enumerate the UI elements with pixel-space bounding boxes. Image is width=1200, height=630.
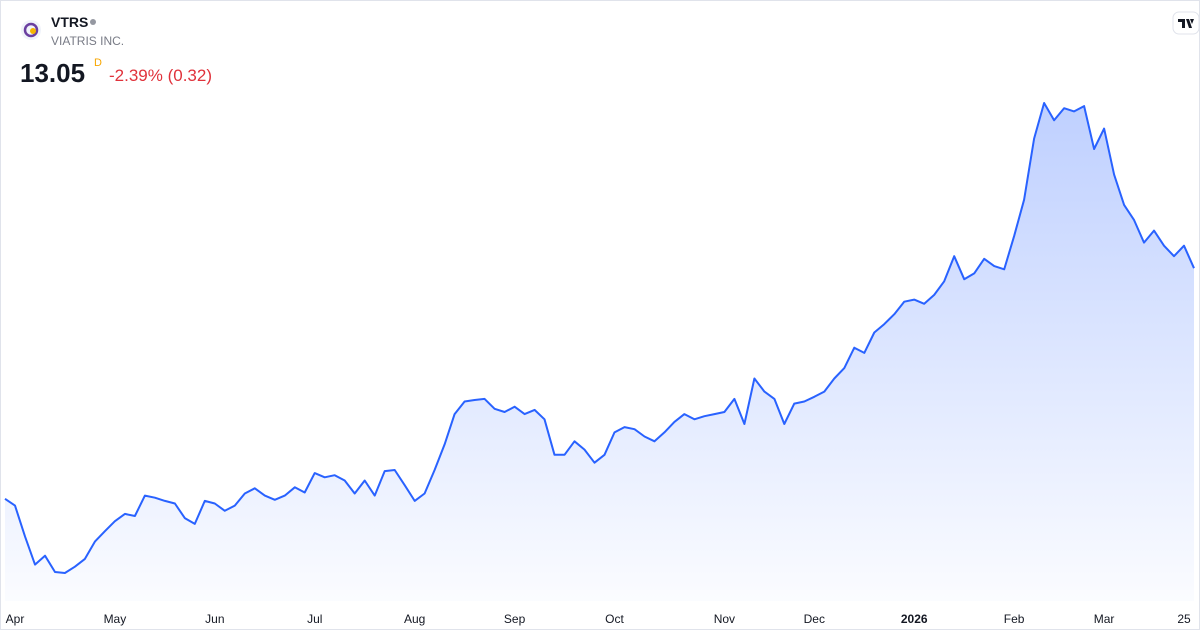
x-tick-label: Sep <box>504 612 526 626</box>
x-tick-label: Apr <box>6 612 25 626</box>
x-tick-label: Jul <box>307 612 322 626</box>
price-line <box>4 102 1195 574</box>
price: 13.05 <box>20 58 85 88</box>
x-tick-label: Dec <box>804 612 825 626</box>
area-fill <box>5 103 1194 601</box>
x-tick-label: 2026 <box>901 612 928 626</box>
status-dot <box>90 19 96 25</box>
interval: D <box>94 57 102 69</box>
symbol: VTRS <box>51 14 88 30</box>
change: -2.39% (0.32) <box>109 66 212 85</box>
x-tick-label: Jun <box>205 612 224 626</box>
tv-logo[interactable] <box>1172 11 1199 35</box>
x-tick-label: May <box>104 612 127 626</box>
x-tick-label: Feb <box>1004 612 1025 626</box>
x-tick-label: 25 <box>1177 612 1191 626</box>
x-tick-label: Aug <box>404 612 425 626</box>
logo <box>21 20 41 40</box>
x-tick-label: Nov <box>714 612 735 626</box>
company: VIATRIS INC. <box>51 34 124 48</box>
x-tick-label: Mar <box>1094 612 1115 626</box>
x-tick-label: Oct <box>605 612 624 626</box>
